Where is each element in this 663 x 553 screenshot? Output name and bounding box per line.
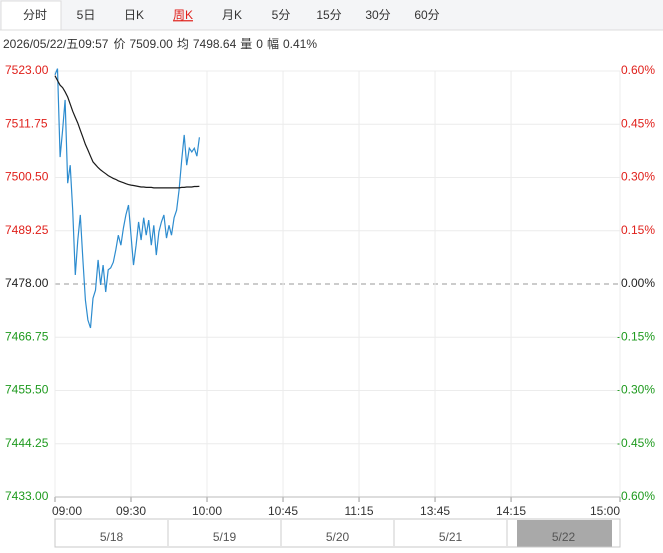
y-tick-label: 7489.25: [5, 223, 49, 237]
tab-bar: [0, 0, 663, 30]
x-tick-label: 10:45: [268, 504, 298, 518]
tab[interactable]: 分时: [23, 8, 47, 22]
tab[interactable]: 日K: [124, 8, 144, 22]
navigator-label: 5/20: [326, 530, 350, 544]
y-tick-label: 7444.25: [5, 436, 49, 450]
info-text: 均: [177, 37, 189, 51]
tab[interactable]: 15分: [316, 8, 341, 22]
y2-tick-label: -0.15%: [617, 329, 655, 343]
y-tick-label: 7455.50: [5, 383, 49, 397]
info-text: 7498.64: [193, 37, 237, 51]
x-tick-label: 09:30: [116, 504, 146, 518]
y-tick-label: 7466.75: [5, 329, 49, 343]
y-tick-label: 7511.75: [5, 116, 48, 130]
x-tick-label: 10:00: [192, 504, 222, 518]
x-tick-label: 11:15: [344, 504, 373, 518]
y-tick-label: 7433.00: [5, 489, 49, 503]
tab[interactable]: 月K: [222, 8, 242, 22]
y2-tick-label: 0.15%: [621, 223, 655, 237]
price-line: [54, 75, 200, 189]
y-tick-label: 7478.00: [5, 276, 49, 290]
info-text: 量: [240, 37, 252, 51]
navigator-label: 5/18: [100, 530, 124, 544]
x-tick-label: 13:45: [420, 504, 450, 518]
info-text: 价: [113, 37, 125, 51]
info-text: 幅: [267, 36, 279, 51]
x-tick-label: 09:00: [52, 504, 82, 518]
navigator-label: 5/22: [552, 530, 576, 544]
tab[interactable]: 5分: [272, 8, 291, 22]
navigator-label: 5/19: [213, 530, 237, 544]
tab[interactable]: 5日: [77, 8, 96, 22]
x-tick-label: 15:00: [590, 504, 620, 518]
y2-tick-label: 0.00%: [621, 276, 655, 290]
y2-tick-label: 0.60%: [621, 63, 655, 77]
y2-tick-label: 0.45%: [621, 116, 655, 130]
navigator-label: 5/21: [439, 530, 463, 544]
y-tick-label: 7500.50: [5, 170, 49, 184]
y-tick-label: 7523.00: [5, 63, 49, 77]
info-text: 7509.00: [129, 37, 173, 51]
tab[interactable]: 30分: [365, 8, 390, 22]
info-text: 0.41%: [283, 37, 317, 51]
navigator[interactable]: [54, 518, 621, 548]
y2-tick-label: -0.60%: [617, 489, 655, 503]
price-line: [54, 68, 200, 329]
navigator-window[interactable]: [517, 520, 612, 547]
tab[interactable]: 60分: [414, 8, 439, 22]
y2-tick-label: 0.30%: [621, 170, 655, 184]
info-text: 2026/05/22/五09:57: [3, 37, 109, 51]
y2-tick-label: -0.30%: [617, 383, 655, 397]
tab[interactable]: 周K: [173, 8, 193, 22]
info-text: 0: [256, 37, 263, 51]
y2-tick-label: -0.45%: [617, 436, 655, 450]
x-tick-label: 14:15: [496, 504, 526, 518]
tab-active-bg: [0, 0, 62, 31]
